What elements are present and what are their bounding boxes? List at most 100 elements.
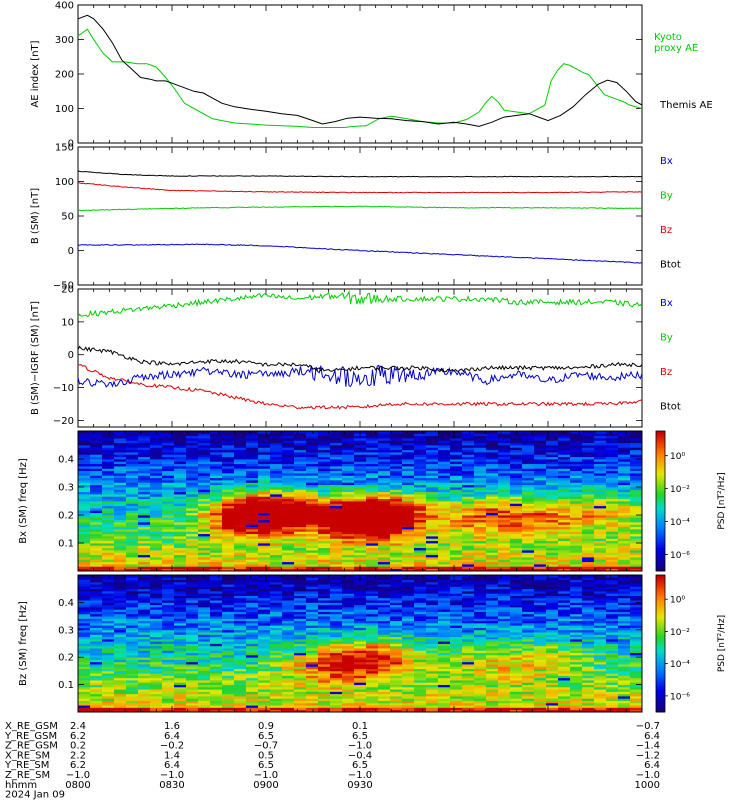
- spectrogram-cell: [222, 650, 235, 654]
- spectrogram-cell: [486, 442, 499, 446]
- spectrogram-cell: [162, 445, 175, 448]
- spectrogram-cell: [102, 526, 115, 530]
- colorbar-swatch: [656, 529, 665, 532]
- spectrogram-cell: [318, 568, 331, 572]
- spectrogram-cell: [342, 581, 355, 585]
- spectrogram-cell: [354, 533, 367, 537]
- y-tick-label: 20: [61, 285, 74, 296]
- spectrogram-cell: [402, 508, 415, 511]
- spectrogram-cell: [438, 540, 451, 544]
- spectrogram-cell: [186, 650, 199, 654]
- spectrogram-cell: [198, 581, 211, 585]
- spectrogram-cell: [330, 477, 343, 481]
- spectrogram-cell: [306, 602, 319, 606]
- spectrogram-cell: [234, 709, 247, 713]
- colorbar-swatch: [656, 566, 665, 570]
- spectrogram-cell: [246, 524, 259, 528]
- spectrogram-cell: [234, 632, 247, 635]
- spectrogram-cell: [114, 709, 127, 713]
- spectrogram-cell: [438, 491, 451, 495]
- spectrogram-cell: [618, 480, 631, 483]
- spectrogram-cell: [318, 557, 331, 560]
- spectrogram-cell: [78, 652, 91, 656]
- spectrogram-cell: [294, 568, 307, 572]
- spectrogram-cell: [114, 632, 127, 635]
- spectrogram-cell: [306, 707, 319, 711]
- spectrogram-cell: [294, 496, 307, 500]
- spectrogram-cell: [354, 664, 367, 667]
- spectrogram-cell: [294, 575, 307, 578]
- spectrogram-cell: [342, 696, 355, 699]
- spectrogram-cell: [222, 597, 235, 601]
- spectrogram-cell: [498, 440, 511, 444]
- spectrogram-cell: [270, 604, 283, 608]
- spectrogram-cell: [582, 533, 595, 537]
- spectrogram-cell: [102, 489, 115, 493]
- spectrogram-cell: [186, 531, 199, 535]
- spectrogram-cell: [198, 477, 211, 481]
- spectrogram-cell: [186, 566, 199, 570]
- spectrogram-cell: [378, 618, 391, 622]
- spectrogram-cell: [522, 473, 535, 476]
- spectrogram-cell: [258, 705, 271, 708]
- spectrogram-cell: [570, 564, 583, 567]
- spectrogram-cell: [474, 477, 487, 481]
- spectrogram-cell: [618, 508, 631, 511]
- spectrogram-cell: [438, 431, 451, 434]
- spectrogram-cell: [258, 482, 271, 486]
- spectrogram-cell: [558, 433, 571, 437]
- spectrogram-cell: [210, 579, 223, 583]
- spectrogram-cell: [234, 538, 247, 542]
- spectrogram-cell: [198, 519, 211, 523]
- spectrogram-cell: [558, 445, 571, 448]
- spectrogram-cell: [114, 696, 127, 699]
- spectrogram-cell: [294, 590, 307, 594]
- spectrogram-cell: [90, 552, 103, 556]
- spectrogram-cell: [510, 515, 523, 518]
- spectrogram-cell: [114, 531, 127, 535]
- spectrogram-cell: [378, 524, 391, 528]
- spectrogram-cell: [318, 664, 331, 667]
- spectrogram-cell: [222, 600, 235, 603]
- spectrogram-cell: [402, 475, 415, 479]
- spectrogram-cell: [210, 433, 223, 437]
- spectrogram-cell: [378, 473, 391, 476]
- spectrogram-cell: [498, 508, 511, 511]
- spectrogram-cell: [114, 588, 127, 592]
- spectrogram-cell: [174, 552, 187, 556]
- spectrogram-cell: [150, 682, 163, 685]
- spectrogram-cell: [186, 491, 199, 495]
- spectrogram-cell: [402, 575, 415, 578]
- spectrogram-cell: [102, 675, 115, 679]
- spectrogram-cell: [162, 519, 175, 523]
- spectrogram-cell: [102, 543, 115, 546]
- spectrogram-cell: [318, 508, 331, 511]
- spectrogram-cell: [402, 638, 415, 642]
- spectrogram-cell: [294, 611, 307, 615]
- spectrogram-cell: [138, 691, 151, 695]
- spectrogram-cell: [450, 547, 463, 551]
- spectrogram-cell: [330, 480, 343, 483]
- spectrogram-cell: [402, 641, 415, 644]
- spectrogram-cell: [462, 433, 475, 437]
- spectrogram-cell: [534, 561, 547, 565]
- spectrogram-cell: [558, 510, 571, 514]
- spectrogram-cell: [462, 487, 475, 490]
- spectrogram-cell: [270, 538, 283, 542]
- spectrogram-cell: [594, 496, 607, 500]
- spectrogram-cell: [390, 680, 403, 683]
- spectrogram-cell: [90, 529, 103, 532]
- spectrogram-cell: [294, 564, 307, 567]
- spectrogram-cell: [342, 456, 355, 460]
- spectrogram-cell: [270, 600, 283, 603]
- spectrogram-cell: [510, 554, 523, 558]
- spectrogram-cell: [366, 554, 379, 558]
- spectrogram-cell: [522, 449, 535, 453]
- spectrogram-cell: [174, 505, 187, 509]
- spectrogram-cell: [174, 604, 187, 608]
- spectrogram-cell: [102, 693, 115, 697]
- spectrogram-cell: [318, 622, 331, 626]
- spectrogram-cell: [438, 473, 451, 476]
- spectrogram-cell: [402, 691, 415, 695]
